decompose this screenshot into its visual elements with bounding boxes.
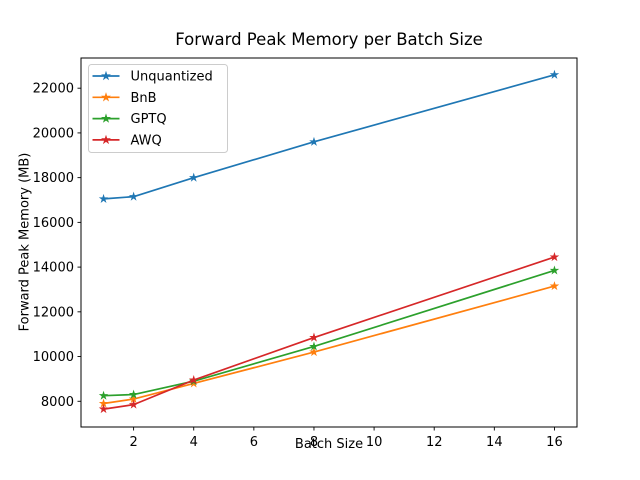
y-tick-label: 10000: [33, 350, 74, 365]
x-tick-label: 6: [250, 435, 258, 450]
data-point-marker-bnb: [309, 347, 319, 357]
data-point-marker-bnb: [128, 394, 139, 404]
legend-label-bnb: BnB: [131, 91, 157, 106]
data-point-marker-unquantized: [188, 172, 199, 182]
x-tick-label: 12: [426, 435, 443, 450]
x-tick-label: 14: [486, 435, 503, 450]
legend-label-awq: AWQ: [131, 133, 162, 148]
data-point-marker-bnb: [98, 398, 109, 408]
legend-marker-gptq: [101, 113, 111, 123]
x-tick-label: 4: [190, 435, 198, 450]
data-point-marker-awq: [128, 399, 139, 409]
axes-spines: [80, 57, 578, 428]
data-point-marker-awq: [188, 375, 199, 385]
x-tick-label: 10: [366, 435, 383, 450]
y-tick-label: 22000: [33, 82, 74, 97]
y-tick-label: 18000: [33, 171, 74, 186]
data-point-marker-gptq: [549, 265, 560, 275]
y-tick-label: 8000: [41, 395, 74, 410]
data-point-marker-awq: [98, 404, 109, 414]
legend-box: [88, 64, 228, 153]
legend-marker-unquantized: [101, 70, 111, 81]
y-axis-label: Forward Peak Memory (MB): [17, 152, 33, 332]
data-point-marker-bnb: [549, 281, 560, 291]
y-tick-label: 14000: [33, 261, 74, 276]
x-tick-label: 16: [546, 435, 563, 450]
x-tick-label: 2: [129, 435, 137, 450]
legend-marker-awq: [101, 134, 111, 145]
y-tick-label: 12000: [33, 305, 74, 320]
y-tick-label: 16000: [33, 216, 74, 231]
data-point-marker-gptq: [98, 390, 109, 400]
legend-marker-bnb: [101, 92, 111, 102]
y-tick-label: 20000: [33, 126, 74, 141]
x-axis-label: Batch Size: [294, 437, 364, 452]
data-point-marker-awq: [309, 332, 319, 342]
data-point-marker-awq: [549, 252, 560, 262]
legend: Unquantized BnB GPTQ AWQ: [88, 64, 228, 153]
data-point-marker-gptq: [128, 389, 139, 399]
legend-label-gptq: GPTQ: [131, 112, 167, 127]
data-point-marker-unquantized: [98, 193, 109, 203]
data-point-marker-gptq: [309, 341, 319, 351]
data-point-marker-unquantized: [309, 136, 319, 146]
data-point-marker-unquantized: [549, 69, 560, 79]
data-point-marker-unquantized: [128, 191, 139, 201]
chart-title: Forward Peak Memory per Batch Size: [175, 30, 483, 49]
legend-label-unquantized: Unquantized: [131, 70, 213, 85]
x-tick-label: 8: [310, 435, 318, 450]
